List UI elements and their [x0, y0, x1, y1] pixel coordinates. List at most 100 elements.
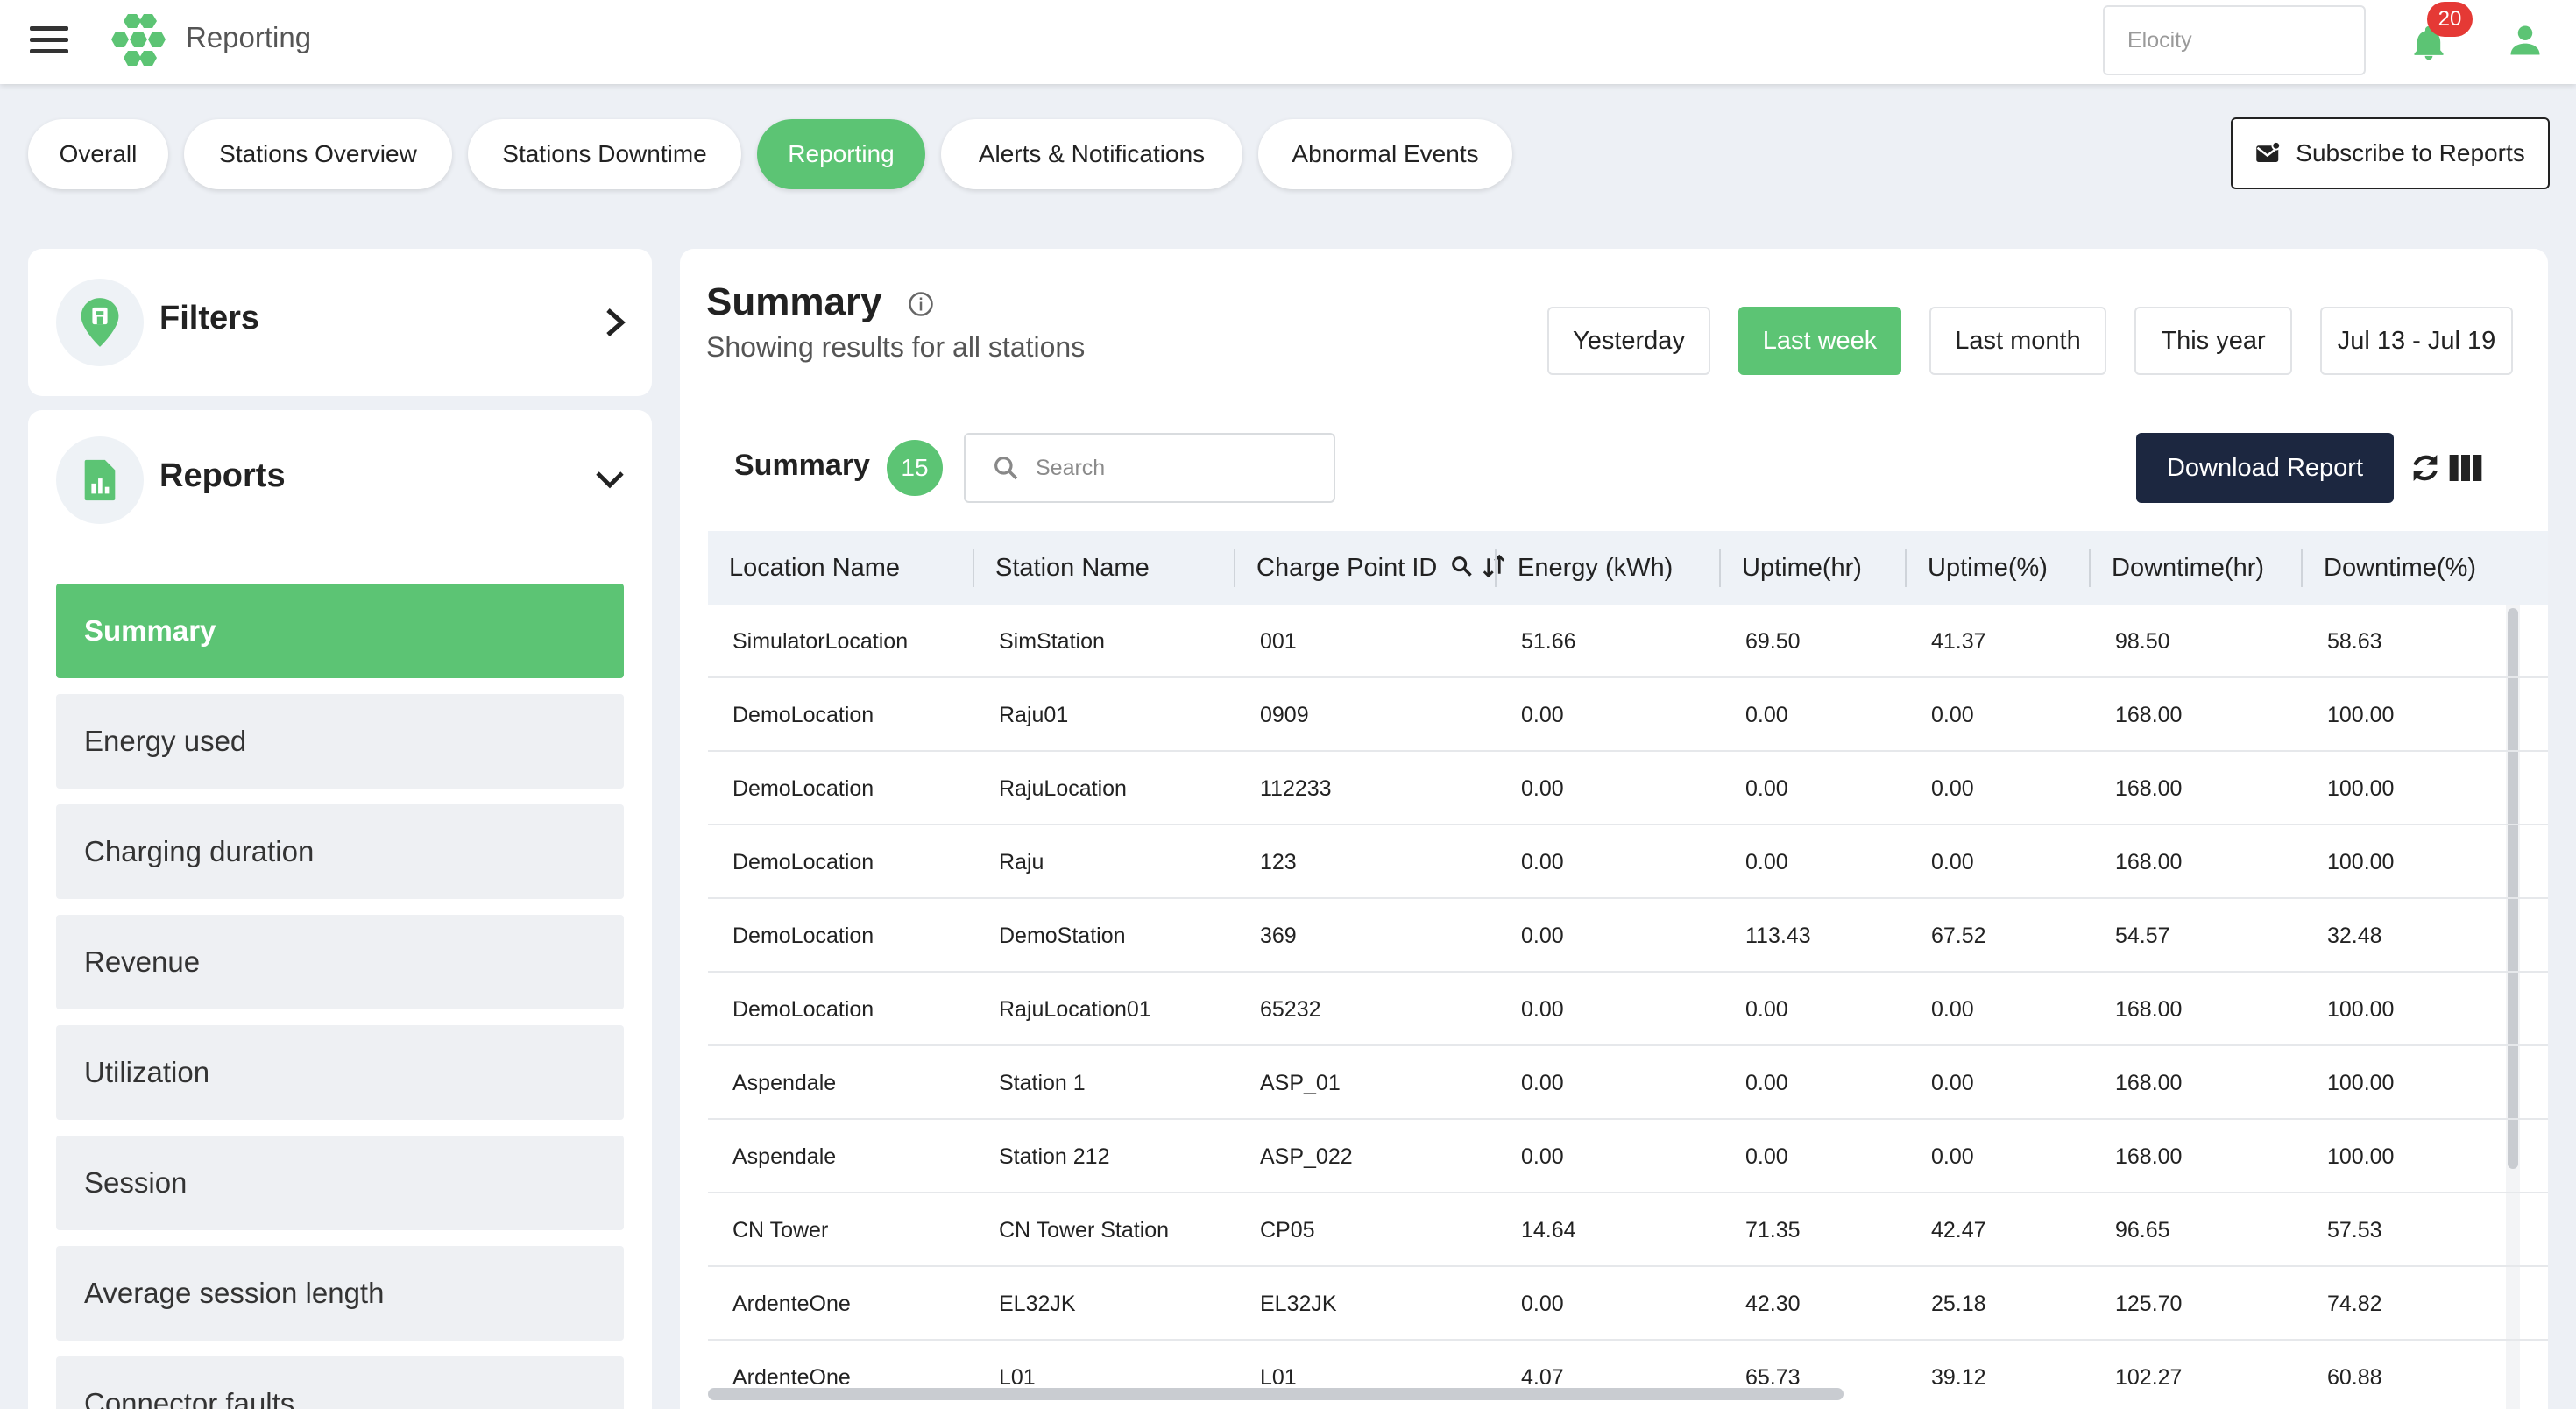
- table-cell: Raju01: [999, 703, 1069, 727]
- table-cell: 0909: [1260, 703, 1309, 727]
- columns-icon[interactable]: [2448, 452, 2483, 484]
- table-cell: RajuLocation01: [999, 997, 1151, 1022]
- table-cell: Station 212: [999, 1144, 1110, 1169]
- notification-count-badge: 20: [2427, 2, 2473, 37]
- column-search-icon[interactable]: [1449, 554, 1474, 578]
- table-cell: 58.63: [2327, 629, 2382, 654]
- table-cell: L01: [999, 1365, 1036, 1390]
- info-icon[interactable]: [908, 291, 934, 317]
- table-row[interactable]: ArdenteOne EL32JK EL32JK 0.00 42.30 25.18 125.…: [708, 1267, 2548, 1341]
- tab-reporting[interactable]: Reporting: [757, 119, 925, 189]
- vertical-scrollbar[interactable]: [2508, 608, 2518, 1169]
- chevron-right-icon[interactable]: [603, 307, 627, 338]
- range-this-year-button[interactable]: This year: [2134, 307, 2292, 375]
- table-row[interactable]: SimulatorLocation SimStation 001 51.66 69.50…: [708, 605, 2548, 678]
- top-bar: Reporting 20: [0, 0, 2576, 84]
- table-cell: 100.00: [2327, 703, 2395, 727]
- table-cell: 39.12: [1931, 1365, 1986, 1390]
- column-header-location-name[interactable]: Location Name: [729, 554, 901, 582]
- table-cell: 4.07: [1521, 1365, 1564, 1390]
- table-cell: 168.00: [2115, 703, 2183, 727]
- table-cell: 0.00: [1931, 703, 1974, 727]
- location-search-input[interactable]: [2103, 5, 2366, 75]
- filters-title: Filters: [159, 300, 260, 336]
- table-cell: SimStation: [999, 629, 1105, 654]
- column-header-uptime-hr[interactable]: Uptime(hr): [1742, 554, 1862, 582]
- mail-icon: [2256, 141, 2282, 162]
- logo-icon: [111, 14, 166, 66]
- table-row[interactable]: DemoLocation Raju 123 0.00 0.00 0.00 168.00 100…: [708, 825, 2548, 899]
- table-cell: 0.00: [1931, 776, 1974, 801]
- tab-stations-overview[interactable]: Stations Overview: [184, 119, 452, 189]
- table-row[interactable]: Aspendale Station 212 ASP_022 0.00 0.00 0.00 1…: [708, 1120, 2548, 1193]
- filter-pin-icon: [56, 279, 144, 366]
- filters-panel[interactable]: Filters: [28, 249, 652, 396]
- table-cell: 0.00: [1931, 1144, 1974, 1169]
- table-cell: DemoLocation: [732, 850, 874, 874]
- table-cell: ASP_01: [1260, 1071, 1341, 1095]
- table-row[interactable]: DemoLocation RajuLocation 112233 0.00 0.00 0.…: [708, 752, 2548, 825]
- table-row[interactable]: Aspendale Station 1 ASP_01 0.00 0.00 0.00 168.…: [708, 1046, 2548, 1120]
- column-header-downtime-pct[interactable]: Downtime(%): [2324, 554, 2477, 582]
- refresh-icon[interactable]: [2408, 450, 2443, 485]
- table-cell: 0.00: [1745, 850, 1788, 874]
- sort-icon[interactable]: [1481, 554, 1507, 578]
- report-item-utilization[interactable]: Utilization: [56, 1025, 624, 1120]
- column-header-downtime-hr[interactable]: Downtime(hr): [2112, 554, 2265, 582]
- range-last-week-button[interactable]: Last week: [1738, 307, 1901, 375]
- table-cell: DemoLocation: [732, 997, 874, 1022]
- tab-abnormal-events[interactable]: Abnormal Events: [1258, 119, 1512, 189]
- column-header-charge-point-id[interactable]: Charge Point ID: [1235, 531, 1507, 605]
- table-cell: 25.18: [1931, 1292, 1986, 1316]
- table-row[interactable]: ArdenteOne L01 L01 4.07 65.73 39.12 102.27 60.8…: [708, 1341, 2548, 1409]
- table-search-box: [964, 433, 1335, 503]
- report-item-revenue[interactable]: Revenue: [56, 915, 624, 1009]
- table-row[interactable]: DemoLocation Raju01 0909 0.00 0.00 0.00 168.00…: [708, 678, 2548, 752]
- table-row[interactable]: DemoLocation DemoStation 369 0.00 113.43 67.5…: [708, 899, 2548, 973]
- table-cell: L01: [1260, 1365, 1297, 1390]
- column-header-station-name[interactable]: Station Name: [995, 554, 1150, 582]
- table-cell: DemoLocation: [732, 703, 874, 727]
- table-cell: 42.47: [1931, 1218, 1986, 1243]
- tab-overall[interactable]: Overall: [28, 119, 168, 189]
- table-row[interactable]: DemoLocation RajuLocation01 65232 0.00 0.00 0…: [708, 973, 2548, 1046]
- report-item-charging-duration[interactable]: Charging duration: [56, 804, 624, 899]
- table-cell: EL32JK: [1260, 1292, 1337, 1316]
- summary-count-badge: 15: [887, 440, 943, 496]
- page-subtitle: Showing results for all stations: [706, 331, 1086, 363]
- download-report-button[interactable]: Download Report: [2136, 433, 2394, 503]
- table-cell: 60.88: [2327, 1365, 2382, 1390]
- table-cell: 112233: [1260, 776, 1332, 801]
- table-row[interactable]: CN Tower CN Tower Station CP05 14.64 71.35 42…: [708, 1193, 2548, 1267]
- subscribe-label: Subscribe to Reports: [2296, 139, 2525, 166]
- menu-icon[interactable]: [30, 26, 68, 58]
- table-cell: 67.52: [1931, 924, 1986, 948]
- user-icon[interactable]: [2506, 21, 2544, 60]
- tab-alerts-notifications[interactable]: Alerts & Notifications: [941, 119, 1242, 189]
- table-cell: 0.00: [1745, 776, 1788, 801]
- report-item-connector-faults[interactable]: Connector faults: [56, 1356, 624, 1409]
- report-item-summary[interactable]: Summary: [56, 584, 624, 678]
- table-cell: 96.65: [2115, 1218, 2170, 1243]
- table-cell: 0.00: [1745, 997, 1788, 1022]
- table-search-input[interactable]: [1036, 450, 1316, 485]
- table-cell: 65.73: [1745, 1365, 1801, 1390]
- table-cell: CP05: [1260, 1218, 1315, 1243]
- range-last-month-button[interactable]: Last month: [1929, 307, 2106, 375]
- column-header-uptime-pct[interactable]: Uptime(%): [1928, 554, 2048, 582]
- table-cell: Aspendale: [732, 1144, 837, 1169]
- horizontal-scrollbar[interactable]: [708, 1388, 1844, 1400]
- chevron-down-icon[interactable]: [594, 470, 626, 491]
- table-cell: SimulatorLocation: [732, 629, 909, 654]
- charge-point-id-label: Charge Point ID: [1256, 554, 1438, 582]
- report-item-session[interactable]: Session: [56, 1136, 624, 1230]
- reports-panel: Reports Summary Energy used Charging dur…: [28, 410, 652, 1409]
- date-range-picker[interactable]: Jul 13 - Jul 19: [2320, 307, 2513, 375]
- table-cell: ArdenteOne: [732, 1292, 851, 1316]
- tab-stations-downtime[interactable]: Stations Downtime: [468, 119, 741, 189]
- subscribe-reports-button[interactable]: Subscribe to Reports: [2231, 117, 2550, 189]
- report-item-energy-used[interactable]: Energy used: [56, 694, 624, 789]
- report-item-average-session-length[interactable]: Average session length: [56, 1246, 624, 1341]
- column-header-energy[interactable]: Energy (kWh): [1518, 554, 1674, 582]
- range-yesterday-button[interactable]: Yesterday: [1547, 307, 1710, 375]
